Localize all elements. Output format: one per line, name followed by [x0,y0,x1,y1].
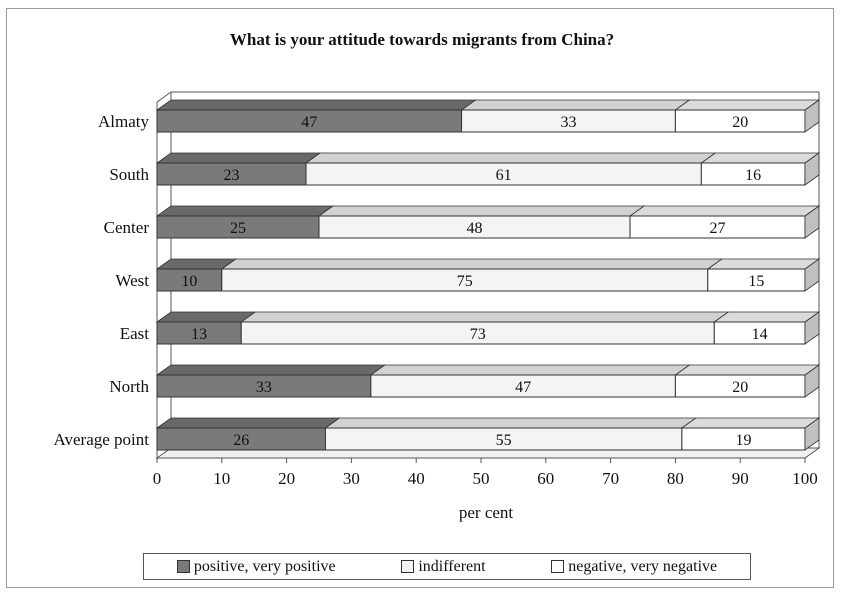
y-axis-depth-line [156,91,172,103]
category-label: South [109,165,149,184]
data-label: 33 [256,379,272,396]
legend-label: negative, very negative [568,557,718,575]
bar-segment-top [239,311,730,323]
legend-label: indifferent [418,557,486,575]
category-label: Center [104,218,150,237]
legend-swatch [551,560,565,573]
x-axis-title: per cent [459,503,514,522]
bar-side [804,364,820,398]
x-tick-label: 80 [667,469,684,488]
data-label: 47 [515,379,531,396]
chart-title: What is your attitude towards migrants f… [229,30,615,49]
data-label: 25 [230,220,246,237]
legend-swatch [176,560,190,573]
bar-side [804,99,820,133]
bar-segment-top [706,258,821,270]
bar-segment-top [155,311,257,323]
data-label: 23 [224,167,240,184]
bar-side [804,417,820,451]
bar-side [804,205,820,239]
bar-segment-top [680,417,821,429]
legend-item: positive, very positive [176,557,336,576]
bar-segment-top [155,99,477,111]
bar-segment-top [700,152,821,164]
x-tick-label: 10 [213,469,230,488]
data-label: 16 [745,167,761,184]
x-tick-label: 30 [343,469,360,488]
data-label: 48 [467,220,483,237]
legend: positive, very positive indifferent negati… [143,553,751,580]
data-label: 20 [732,379,748,396]
x-tick-label: 100 [792,469,818,488]
data-label: 14 [752,326,768,343]
bar-segment-top [304,152,717,164]
data-label: 55 [496,432,512,449]
x-tick-label: 20 [278,469,295,488]
x-tick-label: 50 [473,469,490,488]
data-label: 15 [748,273,764,290]
category-label: Almaty [98,112,149,131]
legend-swatch [401,560,415,573]
bar-segment-top [713,311,821,323]
data-label: 73 [470,326,486,343]
bar-segment-top [317,205,646,217]
category-label: North [109,377,149,396]
category-label: West [115,271,149,290]
bar-segment-top [674,364,821,376]
bar-segment-top [155,364,387,376]
legend-item: negative, very negative [551,558,717,576]
bar-segment-top [220,258,724,270]
category-label: East [120,324,150,343]
bar-segment-top [460,99,691,111]
bar-segment-top [628,205,821,217]
x-tick-label: 60 [537,469,554,488]
bar-segment-top [155,205,335,217]
category-label: Average point [53,430,149,449]
bar-side [804,258,820,292]
bar-segment-top [155,152,322,164]
data-label: 20 [732,114,748,131]
bar-segment-top [369,364,691,376]
data-label: 75 [457,273,473,290]
data-label: 19 [735,432,751,449]
data-label: 10 [181,273,197,290]
bar-side [804,152,820,186]
legend-item: indifferent [401,557,486,576]
data-label: 33 [560,114,576,131]
data-label: 13 [191,326,207,343]
plot-area: Almaty 47 33 20 South 23 61 16 Center 25 48 27 West 1… [53,91,821,522]
x-tick-label: 0 [153,469,162,488]
x-tick-label: 90 [732,469,749,488]
bar-segment-top [155,417,341,429]
data-label: 26 [233,432,249,449]
legend-label: positive, very positive [193,557,336,575]
x-tick-label: 70 [602,469,619,488]
bar-segment-top [324,417,698,429]
data-label: 27 [710,220,726,237]
bar-segment-top [674,99,821,111]
data-label: 47 [301,114,317,131]
data-label: 61 [496,167,512,184]
bar-side [804,311,820,345]
x-tick-label: 40 [408,469,425,488]
